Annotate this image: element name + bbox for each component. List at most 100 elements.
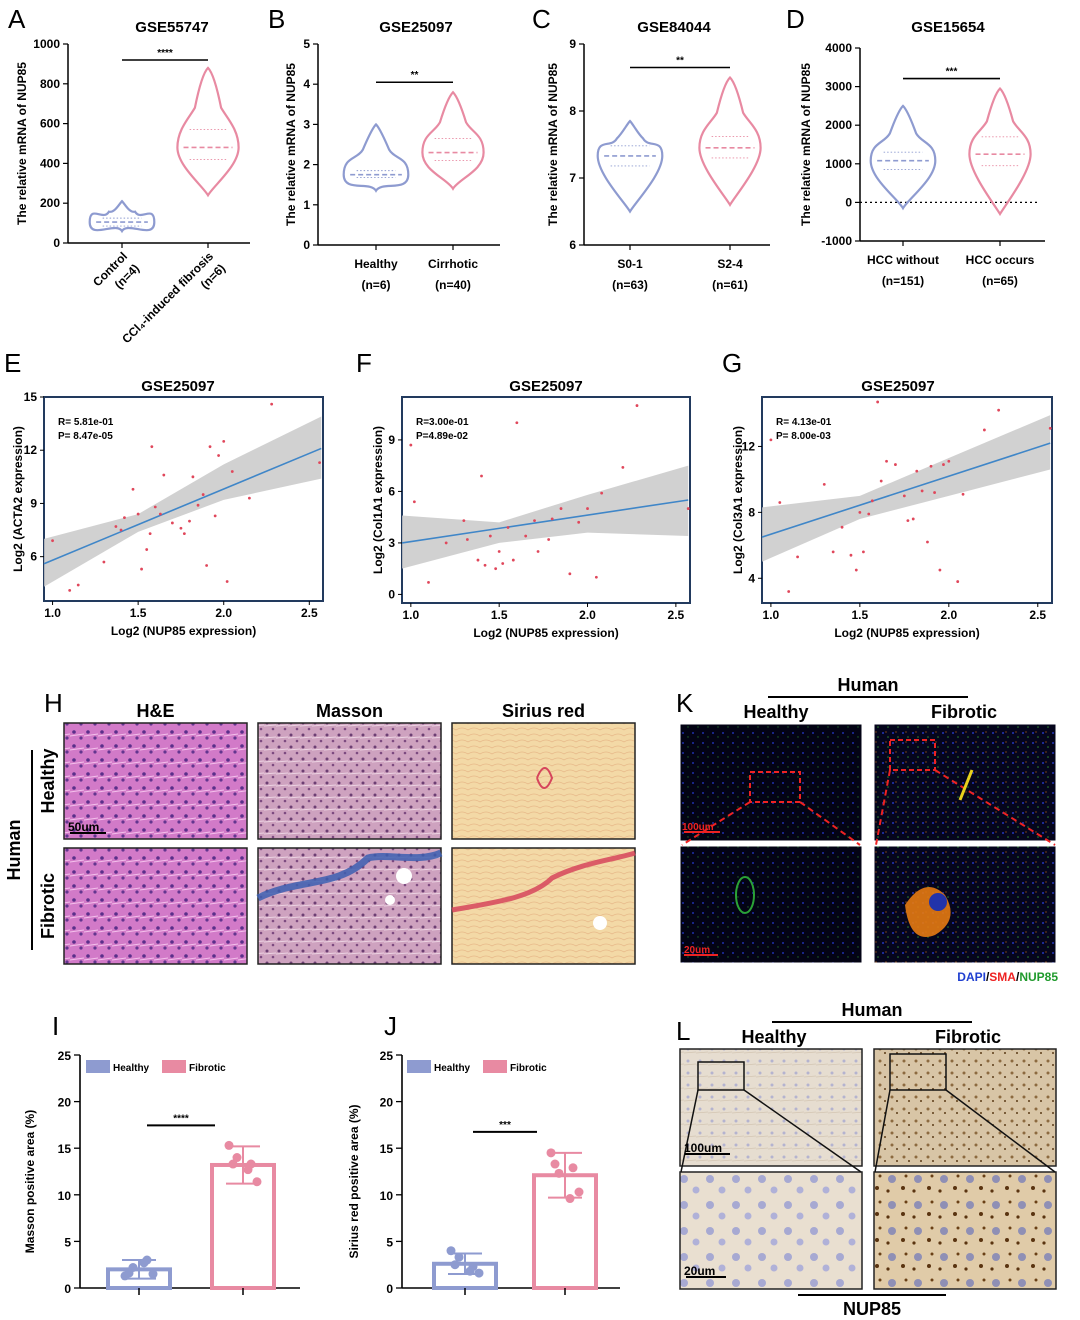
- fluorescence-image: [873, 723, 1057, 842]
- group-n-label: (n=61): [712, 278, 748, 292]
- panel-letter: L: [676, 1016, 690, 1046]
- y-tick-label: 9: [30, 496, 37, 510]
- data-point: [201, 493, 205, 496]
- data-point: [942, 463, 945, 466]
- data-point: [849, 553, 853, 557]
- regression-line: [43, 447, 322, 565]
- data-point: [586, 507, 589, 510]
- data-point: [270, 402, 274, 406]
- y-tick-label: 4: [303, 77, 310, 91]
- x-tick-label: 2.5: [1029, 608, 1046, 622]
- histology-image: [257, 722, 442, 840]
- image-panels: H H&E Masson Sirius red Healthy Fibrotic 50um H…: [4, 675, 1058, 1319]
- zoom-region-box: [889, 739, 936, 771]
- regression-line: [761, 442, 1051, 538]
- y-axis-label: Log2 (Col1A1 expression): [371, 426, 385, 574]
- data-point: [205, 564, 209, 567]
- violin-shape-control: [596, 119, 664, 214]
- x-tick-label: S0-1: [617, 257, 643, 271]
- data-point: [153, 505, 157, 509]
- data-point: [911, 517, 915, 521]
- legend-label: Healthy: [113, 1063, 150, 1074]
- data-point: [232, 1153, 242, 1163]
- y-axis-label: The relative mRNA of NUP85: [15, 62, 29, 225]
- data-point: [51, 539, 54, 543]
- y-tick-label: 3: [303, 117, 310, 131]
- x-tick-label: 1.0: [44, 606, 61, 620]
- chart-title: GSE25097: [509, 378, 582, 395]
- scale-bar-label: 50um: [68, 820, 99, 834]
- data-point: [879, 479, 883, 483]
- y-tick-label: 7: [569, 171, 576, 185]
- data-point: [318, 461, 321, 465]
- data-point: [124, 1268, 134, 1278]
- vacuole: [396, 868, 412, 884]
- data-point: [217, 454, 220, 457]
- data-point: [546, 1148, 556, 1158]
- group-n-label: (n=151): [882, 274, 924, 288]
- data-point: [997, 408, 1001, 412]
- y-tick-label: 0: [386, 1282, 393, 1296]
- group-n-label: (n=40): [435, 278, 471, 292]
- data-point: [208, 445, 212, 449]
- legend-channel-sep1: /: [986, 970, 990, 984]
- confidence-band: [44, 416, 322, 587]
- data-point: [822, 482, 826, 486]
- correlation-r: R= 4.13e-01: [776, 417, 832, 428]
- histology-image: [63, 847, 248, 965]
- data-point: [511, 558, 515, 562]
- data-point: [494, 567, 498, 571]
- y-tick-label: 6: [569, 238, 576, 252]
- y-tick-label: 25: [380, 1049, 394, 1063]
- significance-stars: ***: [499, 1120, 511, 1131]
- x-axis-label: Log2 (NUP85 expression): [111, 624, 256, 638]
- data-point: [894, 463, 897, 466]
- panel-letter: K: [676, 688, 694, 718]
- y-tick-label: 800: [40, 77, 60, 91]
- y-tick-label: 15: [380, 1142, 394, 1156]
- panel-letter: C: [532, 4, 551, 34]
- data-point: [136, 512, 140, 516]
- chart-title: GSE55747: [135, 19, 208, 36]
- x-tick-label: 1.5: [491, 608, 508, 622]
- data-point: [131, 487, 135, 491]
- y-tick-label: 9: [569, 37, 576, 51]
- data-point: [686, 507, 690, 510]
- data-point: [870, 499, 874, 503]
- ihc-image: [679, 1171, 863, 1290]
- group-n-label: (n=6): [361, 278, 390, 292]
- significance-stars: **: [411, 70, 419, 81]
- data-point: [920, 489, 924, 493]
- x-tick-label: 1.5: [852, 608, 869, 622]
- group-n-label: (n=63): [612, 278, 648, 292]
- data-point: [594, 575, 598, 579]
- data-point: [225, 580, 229, 583]
- y-tick-label: 5: [303, 37, 310, 51]
- scale-bar-label: 100um: [682, 822, 714, 833]
- data-point: [787, 590, 791, 593]
- x-axis-label: Log2 (NUP85 expression): [834, 626, 979, 640]
- data-point: [906, 519, 910, 522]
- correlation-r: R= 5.81e-01: [58, 417, 114, 428]
- data-point: [559, 507, 563, 510]
- legend-swatch: [86, 1060, 110, 1073]
- y-tick-label: 2: [303, 158, 310, 172]
- column-label: Fibrotic: [931, 702, 997, 722]
- y-axis-label: Log2 (ACTA2 expression): [11, 426, 25, 572]
- y-tick-label: 12: [24, 443, 38, 457]
- y-tick-label: 3: [388, 536, 395, 550]
- scatter-panel-e: E GSE25097 R= 5.81e-01 P= 8.47e-05 1.0 1.5 2.0…: [4, 348, 324, 638]
- y-tick-label: 6: [30, 550, 37, 564]
- zoom-connector: [743, 1089, 862, 1173]
- x-tick-label: Healthy: [354, 257, 398, 271]
- data-point: [179, 526, 183, 530]
- panel-letter: F: [356, 348, 372, 378]
- violin-shape-case: [421, 90, 485, 191]
- violin-shape-control: [869, 104, 937, 211]
- data-point: [450, 1260, 460, 1270]
- panel-letter: D: [786, 4, 805, 34]
- y-tick-label: 20: [380, 1096, 394, 1110]
